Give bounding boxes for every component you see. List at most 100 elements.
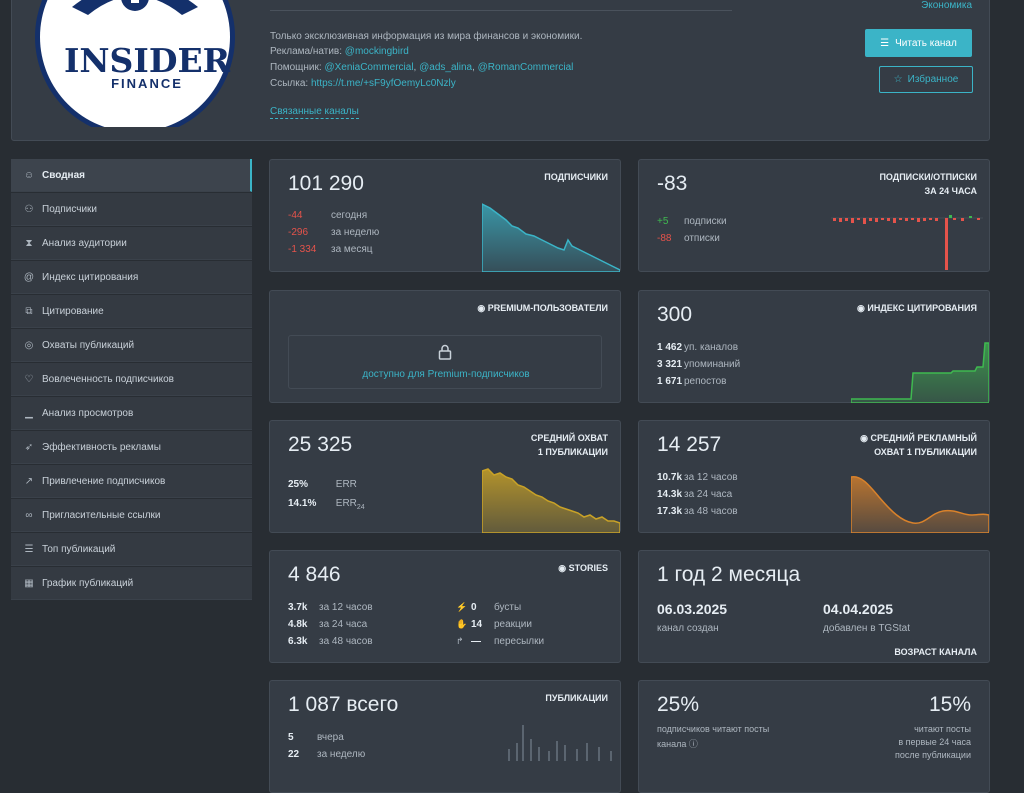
stat-label: отписки xyxy=(684,233,720,244)
helper-link-2[interactable]: @ads_alina xyxy=(419,62,473,73)
stat-value: 0 xyxy=(471,602,477,613)
subs-unsubs-value: -83 xyxy=(657,172,688,195)
helper-line: Помощник: @XeniaCommercial, @ads_alina, … xyxy=(270,62,574,73)
stat-row: ⚡ 0 бусты xyxy=(456,602,521,613)
premium-locked-link[interactable]: доступно для Premium-подписчиков xyxy=(362,369,530,380)
citation-title: ◉ ИНДЕКС ЦИТИРОВАНИЯ xyxy=(857,301,977,315)
stat-row: 14.3k за 24 часа xyxy=(657,489,732,500)
ads-contact-link[interactable]: @mockingbird xyxy=(344,46,409,57)
sidebar-item[interactable]: ⧉ Цитирование xyxy=(11,295,252,328)
heart-icon: ♡ xyxy=(24,373,34,385)
helper-link-3[interactable]: @RomanCommercial xyxy=(477,62,574,73)
sidebar-item-label: Пригласительные ссылки xyxy=(42,509,161,521)
sidebar-item[interactable]: ▦ График публикаций xyxy=(11,567,252,600)
subscribers-card[interactable]: 101 290 ПОДПИСЧИКИ -44 сегодня -296 за неде… xyxy=(269,159,621,272)
readers-text-2a: читают посты xyxy=(914,724,971,734)
readers-pct-2: 15% xyxy=(928,693,971,716)
stat-value: 17.3k xyxy=(657,506,683,517)
stat-value: 3 321 xyxy=(657,359,683,370)
subscribers-title: ПОДПИСЧИКИ xyxy=(544,172,608,182)
help-icon[interactable]: ⓘ xyxy=(688,739,698,749)
like-icon: ✋ xyxy=(456,619,468,629)
stat-value: -44 xyxy=(288,210,303,221)
channel-url-link[interactable]: https://t.me/+sF9yfOemyLc0Nzly xyxy=(310,78,456,89)
publications-title: ПУБЛИКАЦИИ xyxy=(545,693,608,703)
stat-row: ✋ 14 реакции xyxy=(456,619,532,630)
stat-row: -1 334 за месяц xyxy=(288,244,373,255)
summary-icon: ☺ xyxy=(23,169,35,181)
sidebar-item-label: Вовлеченность подписчиков xyxy=(42,373,174,385)
premium-locked-box[interactable]: доступно для Premium-подписчиков xyxy=(288,335,602,389)
stat-label: за месяц xyxy=(331,244,373,255)
err24-sub: 24 xyxy=(356,504,365,511)
channel-logo xyxy=(35,0,235,127)
star-icon: ☆ xyxy=(893,74,903,85)
sidebar-item-label: Сводная xyxy=(42,169,85,181)
reach-title-2: 1 ПУБЛИКАЦИИ xyxy=(537,447,608,457)
sidebar-item[interactable]: ➶ Эффективность рекламы xyxy=(11,431,252,464)
sidebar-item[interactable]: ◎ Охваты публикаций xyxy=(11,329,252,362)
readers-text-2c: после публикации xyxy=(895,750,971,760)
stat-label: за 24 часа xyxy=(684,489,733,500)
age-title: ВОЗРАСТ КАНАЛА xyxy=(894,647,977,657)
logo-text: INSIDER xyxy=(63,41,231,80)
sidebar-item[interactable]: ∞ Пригласительные ссылки xyxy=(11,499,252,532)
sidebar-item-label: Анализ просмотров xyxy=(42,407,134,419)
channel-header: INSIDER FINANCE Экономика Только эксклюз… xyxy=(11,0,990,141)
reach-title: СРЕДНИЙ ОХВАТ 1 ПУБЛИКАЦИИ xyxy=(531,431,608,459)
sidebar-item[interactable]: ☺ Сводная xyxy=(11,159,252,192)
category-link[interactable]: Экономика xyxy=(921,0,972,11)
readers-text-1b-label: канала xyxy=(657,739,687,749)
sidebar-item[interactable]: ☰ Топ публикаций xyxy=(11,533,252,566)
subs-unsubs-chart xyxy=(831,215,983,270)
header-divider xyxy=(270,10,732,11)
citation-card[interactable]: 300 ◉ ИНДЕКС ЦИТИРОВАНИЯ 1 462 уп. канало… xyxy=(638,290,990,403)
err24-row: 14.1% ERR24 xyxy=(288,498,365,511)
read-channel-label: Читать канал xyxy=(895,37,957,49)
helper-label: Помощник: xyxy=(270,62,322,73)
err24-value: 14.1% xyxy=(288,498,317,509)
reach-card[interactable]: 25 325 СРЕДНИЙ ОХВАТ 1 ПУБЛИКАЦИИ 25% ER… xyxy=(269,420,621,533)
stat-row: 6.3k за 48 часов xyxy=(288,636,373,647)
favorite-button[interactable]: ☆ Избранное xyxy=(879,66,973,93)
subs-unsubs-title-2: ЗА 24 ЧАСА xyxy=(924,186,977,196)
stat-label: за 12 часов xyxy=(319,602,373,613)
link-icon: ∞ xyxy=(25,509,33,521)
logo-subtext: FINANCE xyxy=(111,76,183,91)
stat-value: 10.7k xyxy=(657,472,683,483)
premium-card: ◉ PREMIUM-ПОЛЬЗОВАТЕЛИ доступно для Prem… xyxy=(269,290,621,403)
citation-chart xyxy=(851,342,989,403)
stat-row: 5 вчера xyxy=(288,732,344,743)
stat-label: за неделю xyxy=(317,749,366,760)
read-channel-button[interactable]: ☰ Читать канал xyxy=(865,29,972,57)
ads-line: Реклама/натив: @mockingbird xyxy=(270,46,409,57)
helper-link-1[interactable]: @XeniaCommercial xyxy=(324,62,414,73)
sidebar-item[interactable]: ⧗ Анализ аудитории xyxy=(11,227,252,260)
ad-reach-title-2: ОХВАТ 1 ПУБЛИКАЦИИ xyxy=(874,447,977,457)
sidebar-item[interactable]: @ Индекс цитирования xyxy=(11,261,252,294)
subs-unsubs-card[interactable]: -83 ПОДПИСКИ/ОТПИСКИ ЗА 24 ЧАСА +5 подпис… xyxy=(638,159,990,272)
reach-chart xyxy=(482,468,620,533)
stat-row: -88 отписки xyxy=(657,233,720,244)
publications-card[interactable]: 1 087 всего ПУБЛИКАЦИИ 5 вчера 22 за неделю xyxy=(269,680,621,793)
sidebar-item[interactable]: ⚇ Подписчики xyxy=(11,193,252,226)
sidebar-item[interactable]: ▁ Анализ просмотров xyxy=(11,397,252,430)
readers-text-1b: канала ⓘ xyxy=(657,737,698,750)
sidebar-item-label: Эффективность рекламы xyxy=(42,441,161,453)
subscribers-chart xyxy=(482,203,620,272)
sidebar-item[interactable]: ♡ Вовлеченность подписчиков xyxy=(11,363,252,396)
forward-icon: ↱ xyxy=(456,636,464,646)
stat-row: 3 321 упоминаний xyxy=(657,359,740,370)
stat-row: ↱ — пересылки xyxy=(456,636,544,647)
ad-reach-card[interactable]: 14 257 ◉ СРЕДНИЙ РЕКЛАМНЫЙ ОХВАТ 1 ПУБЛИ… xyxy=(638,420,990,533)
reach-value: 25 325 xyxy=(288,433,353,456)
ad-reach-title: ◉ СРЕДНИЙ РЕКЛАМНЫЙ ОХВАТ 1 ПУБЛИКАЦИИ xyxy=(860,431,977,459)
related-channels-link[interactable]: Связанные каналы xyxy=(270,106,359,119)
favorite-label: Избранное xyxy=(907,74,959,85)
sidebar-item[interactable]: ↗ Привлечение подписчиков xyxy=(11,465,252,498)
stat-row: 4.8k за 24 часа xyxy=(288,619,367,630)
stories-card[interactable]: 4 846 ◉ STORIES 3.7k за 12 часов 4.8k за 24… xyxy=(269,550,621,663)
stat-row: 10.7k за 12 часов xyxy=(657,472,738,483)
sidebar-item-label: Цитирование xyxy=(42,305,104,317)
citation-value: 300 xyxy=(657,303,693,326)
